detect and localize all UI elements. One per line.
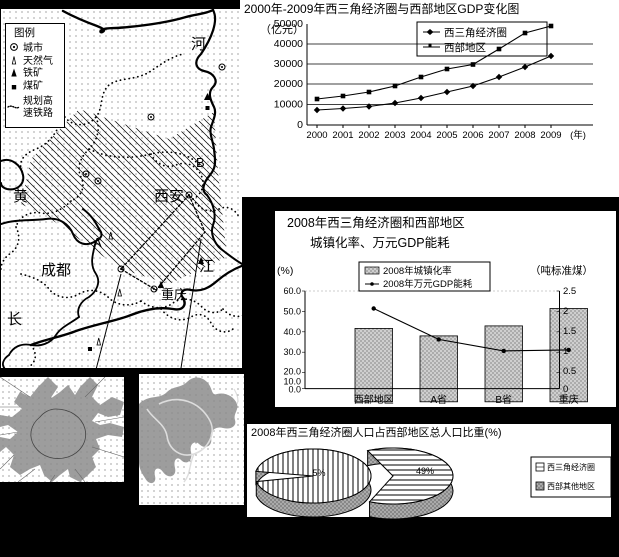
svg-text:2008年西三角经济圈人口占西部地区总人口比重(%): 2008年西三角经济圈人口占西部地区总人口比重(%) (251, 425, 502, 439)
svg-text:河: 河 (191, 36, 206, 53)
svg-text:30.0: 30.0 (283, 347, 301, 357)
svg-text:30000: 30000 (274, 58, 303, 70)
svg-text:（吨标准煤）: （吨标准煤） (530, 264, 593, 277)
svg-text:西部地区: 西部地区 (444, 41, 486, 54)
svg-text:2008: 2008 (514, 130, 535, 141)
svg-text:铁矿: 铁矿 (23, 66, 43, 79)
svg-text:2008年西三角经济圈和西部地区: 2008年西三角经济圈和西部地区 (287, 215, 465, 230)
svg-text:城镇化率、万元GDP能耗: 城镇化率、万元GDP能耗 (310, 235, 450, 250)
svg-text:2007: 2007 (488, 130, 509, 141)
svg-text:煤矿: 煤矿 (23, 79, 43, 92)
svg-text:1: 1 (563, 346, 568, 357)
svg-text:天然气: 天然气 (23, 54, 53, 67)
svg-text:2006: 2006 (462, 130, 483, 141)
svg-text:49%: 49% (416, 466, 434, 476)
svg-text:B: B (196, 155, 205, 170)
svg-text:40.0: 40.0 (283, 327, 301, 337)
svg-text:城市: 城市 (23, 41, 43, 54)
svg-text:(年): (年) (570, 129, 586, 141)
svg-text:0: 0 (297, 119, 303, 131)
svg-text:20000: 20000 (274, 78, 303, 90)
svg-text:西部其他地区: 西部其他地区 (547, 481, 595, 491)
svg-text:重庆: 重庆 (559, 393, 579, 406)
svg-text:A: A (93, 235, 102, 250)
svg-text:2: 2 (563, 306, 568, 317)
svg-text:2.5: 2.5 (563, 286, 576, 297)
svg-text:长: 长 (7, 311, 22, 328)
svg-text:2000年-2009年西三角经济圈与西部地区GDP变化图: 2000年-2009年西三角经济圈与西部地区GDP变化图 (244, 1, 519, 16)
svg-text:图例: 图例 (14, 26, 35, 39)
svg-text:2005: 2005 (436, 130, 457, 141)
svg-text:2004: 2004 (410, 130, 431, 141)
svg-text:20.0: 20.0 (283, 367, 301, 377)
svg-text:西部地区: 西部地区 (354, 393, 394, 406)
svg-text:西三角经济圈: 西三角经济圈 (444, 26, 507, 39)
svg-text:0.5: 0.5 (563, 366, 576, 377)
svg-text:2009: 2009 (540, 130, 561, 141)
svg-text:规划高: 规划高 (23, 94, 53, 107)
svg-text:60.0: 60.0 (283, 286, 301, 296)
svg-text:2002: 2002 (358, 130, 379, 141)
svg-text:西安: 西安 (154, 188, 184, 205)
svg-text:B省: B省 (495, 393, 512, 406)
svg-text:(%): (%) (277, 265, 293, 277)
svg-text:2008年万元GDP能耗: 2008年万元GDP能耗 (383, 278, 473, 290)
svg-text:50000: 50000 (274, 18, 303, 30)
svg-text:2000: 2000 (306, 130, 327, 141)
svg-text:2008年城镇化率: 2008年城镇化率 (383, 265, 452, 277)
svg-text:50.0: 50.0 (283, 306, 301, 316)
svg-text:40000: 40000 (274, 38, 303, 50)
svg-text:0: 0 (563, 384, 568, 395)
svg-text:黄: 黄 (13, 188, 28, 205)
svg-text:2001: 2001 (332, 130, 353, 141)
svg-text:10000: 10000 (274, 99, 303, 111)
svg-text:重庆: 重庆 (161, 287, 187, 302)
svg-text:2003: 2003 (384, 130, 405, 141)
svg-text:A省: A省 (430, 393, 447, 406)
svg-text:0.0: 0.0 (288, 385, 301, 395)
svg-text:速铁路: 速铁路 (23, 106, 53, 119)
svg-text:成都: 成都 (41, 262, 71, 279)
svg-text:1.5: 1.5 (563, 326, 576, 337)
svg-text:西三角经济圈: 西三角经济圈 (547, 462, 595, 472)
svg-text:5%: 5% (312, 468, 325, 478)
